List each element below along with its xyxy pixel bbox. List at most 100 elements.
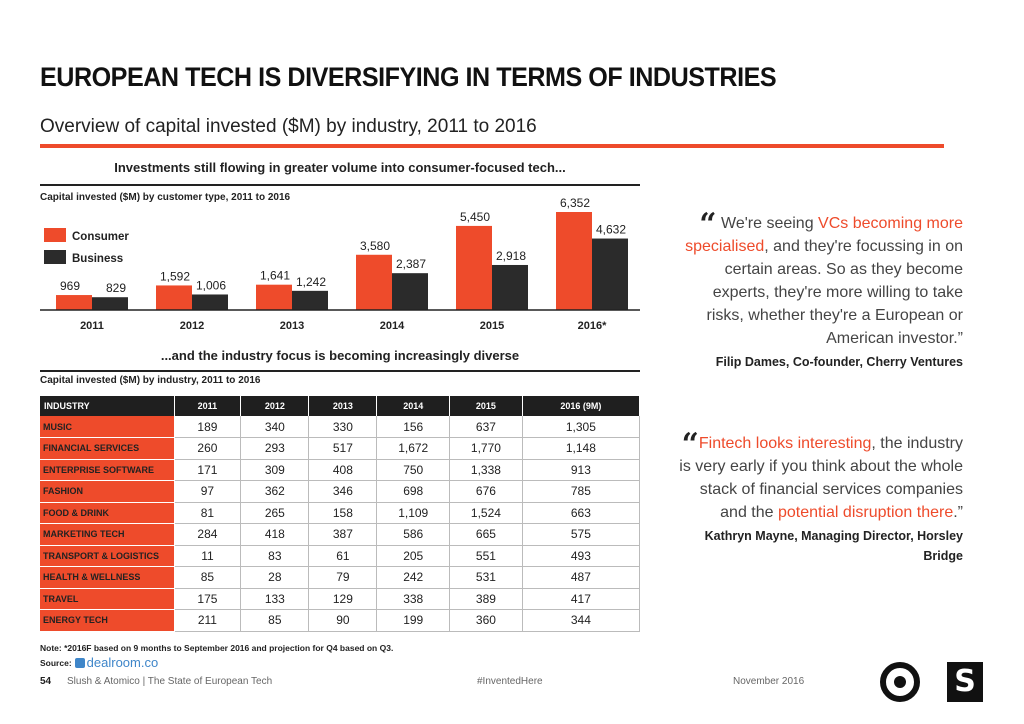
value-cell: 663 — [522, 502, 641, 524]
value-cell: 360 — [449, 609, 523, 632]
x-tick-label-2011: 2011 — [80, 320, 104, 332]
value-cell: 517 — [308, 437, 378, 460]
value-cell: 175 — [174, 588, 242, 610]
value-label-consumer-2016*: 6,352 — [560, 196, 590, 210]
value-cell: 265 — [240, 502, 310, 524]
industry-name-cell: FOOD & DRINK — [40, 502, 175, 524]
column-header: 2013 — [308, 396, 378, 416]
industry-name-cell: MARKETING TECH — [40, 523, 175, 546]
quote-segment: We're seeing — [721, 215, 819, 232]
value-cell: 156 — [376, 416, 451, 438]
publication-name: Slush & Atomico | The State of European … — [67, 676, 273, 687]
x-tick-label-2013: 2013 — [280, 320, 304, 332]
slush-logo-icon: S — [947, 662, 983, 702]
value-cell: 242 — [376, 566, 451, 589]
x-tick-label-2015: 2015 — [480, 320, 504, 332]
atomico-logo-icon — [880, 662, 920, 702]
quote-segment: , and they're focussing in on certain ar… — [706, 238, 963, 347]
value-cell: 90 — [308, 609, 378, 632]
table-row: FOOD & DRINK 81 265 158 1,109 1,524 663 — [40, 502, 641, 524]
quote-mayne: “Fintech looks interesting, the industry… — [673, 430, 963, 566]
table-row: ENERGY TECH 211 85 90 199 360 344 — [40, 609, 641, 632]
value-label-business-2015: 2,918 — [496, 249, 526, 263]
table-row: MARKETING TECH 284 418 387 586 665 575 — [40, 523, 641, 546]
value-cell: 389 — [449, 588, 523, 610]
industry-name-cell: TRAVEL — [40, 588, 175, 610]
bar-chart-heading: Investments still flowing in greater vol… — [114, 160, 566, 175]
table-heading: ...and the industry focus is becoming in… — [160, 348, 520, 363]
value-cell: 85 — [174, 566, 242, 589]
value-cell: 133 — [240, 588, 310, 610]
value-cell: 211 — [174, 609, 242, 632]
value-cell: 1,338 — [449, 459, 523, 481]
industry-name-cell: HEALTH & WELLNESS — [40, 566, 175, 589]
column-header: 2014 — [376, 396, 451, 416]
value-label-consumer-2012: 1,592 — [160, 269, 190, 283]
bar-chart-caption: Capital invested ($M) by customer type, … — [40, 192, 291, 203]
dealroom-icon — [74, 657, 85, 668]
value-label-business-2016*: 4,632 — [596, 223, 626, 237]
bar-consumer-2015 — [456, 225, 492, 310]
page-number: 54 — [40, 676, 52, 687]
value-cell: 913 — [522, 459, 641, 481]
bar-consumer-2013 — [256, 284, 292, 310]
table-divider — [40, 370, 640, 372]
value-label-business-2014: 2,387 — [396, 257, 426, 271]
value-cell: 85 — [240, 609, 310, 632]
legend-label-consumer: Consumer — [72, 231, 129, 243]
value-cell: 83 — [240, 545, 310, 567]
page-subtitle: Overview of capital invested ($M) by ind… — [40, 116, 537, 137]
page-title: EUROPEAN TECH IS DIVERSIFYING IN TERMS O… — [40, 62, 777, 92]
value-cell: 205 — [376, 545, 451, 567]
title-divider — [40, 144, 944, 148]
bar-business-2014 — [392, 273, 428, 310]
value-cell: 1,770 — [449, 437, 523, 460]
value-cell: 665 — [449, 523, 523, 546]
table-row: TRAVEL 175 133 129 338 389 417 — [40, 588, 641, 610]
quote-highlight: VCs becoming more specialised — [685, 215, 963, 255]
quote-segment: , the industry is very early if you thin… — [679, 435, 963, 521]
value-cell: 676 — [449, 480, 523, 503]
column-header: 2016 (9M) — [522, 396, 641, 416]
legend-swatch-business — [44, 250, 66, 264]
value-cell: 1,524 — [449, 502, 523, 524]
value-label-consumer-2011: 969 — [60, 279, 80, 293]
value-cell: 750 — [376, 459, 451, 481]
x-tick-label-2012: 2012 — [180, 320, 204, 332]
bar-business-2015 — [492, 264, 528, 310]
bar-consumer-2012 — [156, 285, 192, 310]
industry-table: INDUSTRY 2011 2012 2013 2014 2015 2016 (9M) MU… — [40, 396, 641, 632]
value-cell: 340 — [240, 416, 310, 438]
dealroom-logo: dealroom.co — [74, 655, 158, 670]
bar-business-2011 — [92, 297, 128, 310]
value-label-consumer-2013: 1,641 — [260, 269, 290, 283]
table-row: HEALTH & WELLNESS 85 28 79 242 531 487 — [40, 566, 641, 589]
hashtag: #InventedHere — [477, 676, 543, 687]
value-cell: 531 — [449, 566, 523, 589]
value-cell: 61 — [308, 545, 378, 567]
value-cell: 408 — [308, 459, 378, 481]
value-cell: 158 — [308, 502, 378, 524]
x-tick-label-2016*: 2016* — [578, 320, 607, 332]
footnote: Note: *2016F based on 9 months to Septem… — [40, 643, 394, 653]
value-cell: 418 — [240, 523, 310, 546]
bar-business-2013 — [292, 290, 328, 310]
bar-consumer-2014 — [356, 254, 392, 310]
industry-name-cell: FASHION — [40, 480, 175, 503]
value-cell: 1,672 — [376, 437, 451, 460]
industry-name-cell: ENERGY TECH — [40, 609, 175, 632]
table-row: FASHION 97 362 346 698 676 785 — [40, 480, 641, 503]
value-cell: 260 — [174, 437, 242, 460]
legend-label-business: Business — [72, 253, 123, 265]
value-cell: 79 — [308, 566, 378, 589]
source-label: Source: — [40, 657, 72, 668]
value-cell: 171 — [174, 459, 242, 481]
legend-swatch-consumer — [44, 228, 66, 242]
table-header-row: INDUSTRY 2011 2012 2013 2014 2015 2016 (9M) — [40, 396, 641, 416]
value-cell: 417 — [522, 588, 641, 610]
value-cell: 309 — [240, 459, 310, 481]
value-cell: 338 — [376, 588, 451, 610]
table-body: MUSIC 189 340 330 156 637 1,305 FINANCIAL SERVI… — [40, 416, 641, 632]
bar-chart: 969 829 2011 1,592 1,006 2012 1,641 1,242 2013 3,… — [40, 196, 640, 332]
value-cell: 1,109 — [376, 502, 451, 524]
